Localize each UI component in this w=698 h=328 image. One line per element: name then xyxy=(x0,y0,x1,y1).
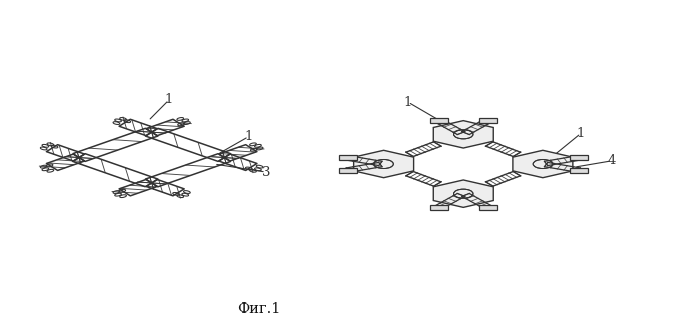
Text: 3: 3 xyxy=(262,166,270,178)
Bar xyxy=(570,155,588,160)
Polygon shape xyxy=(433,180,493,207)
Bar xyxy=(570,168,588,173)
Polygon shape xyxy=(513,150,573,178)
Bar xyxy=(479,118,497,123)
Text: 1: 1 xyxy=(165,93,173,106)
Bar xyxy=(339,155,357,160)
Bar xyxy=(430,118,448,123)
Text: 1: 1 xyxy=(577,127,585,140)
Polygon shape xyxy=(354,150,414,178)
Bar xyxy=(430,205,448,210)
Bar xyxy=(479,205,497,210)
Text: 1: 1 xyxy=(403,95,412,109)
Text: 1: 1 xyxy=(244,130,253,143)
Text: Фиг.1: Фиг.1 xyxy=(237,301,281,316)
Bar xyxy=(339,168,357,173)
Text: 4: 4 xyxy=(608,154,616,167)
Polygon shape xyxy=(433,121,493,148)
